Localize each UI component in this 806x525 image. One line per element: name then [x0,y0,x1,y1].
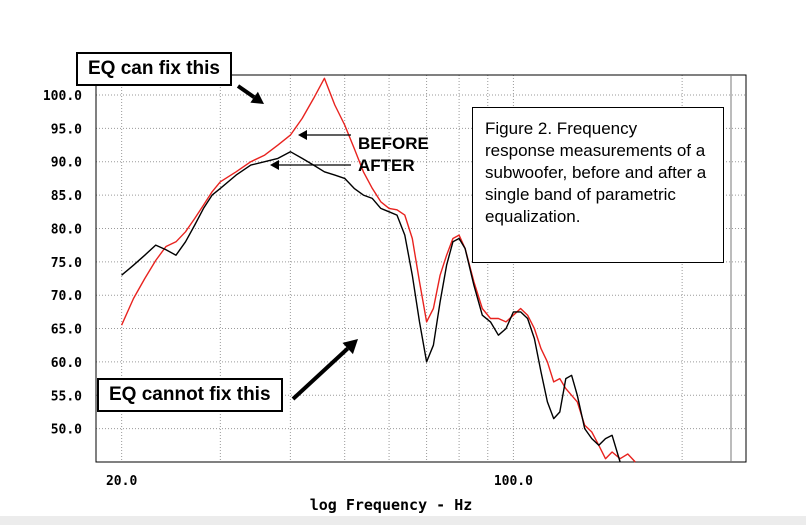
eq-can-fix-callout: EQ can fix this [76,52,232,86]
axes [95,74,747,463]
before-arrow [298,130,351,140]
series-lines [120,77,636,463]
eq-can-fix-arrow [236,84,264,104]
series-line-after [121,150,621,463]
series-line-before [120,77,636,463]
figure-caption: Figure 2. Frequency response measurement… [472,107,724,263]
y-tick-label: 50.0 [51,423,82,438]
y-tick-label: 100.0 [43,89,82,104]
after-legend-label: AFTER [358,156,415,175]
x-tick-label: 100.0 [494,474,533,489]
eq-cannot-fix-callout: EQ cannot fix this [97,378,283,412]
y-tick-label: 80.0 [51,222,82,237]
y-tick-label: 65.0 [51,323,82,338]
y-tick-labels: 50.0 55.0 60.0 65.0 70.0 75.0 80.0 85.0 90.0 95.0… [43,89,82,438]
plot-frame [95,74,747,463]
y-tick-label: 75.0 [51,256,82,271]
after-arrow [270,160,351,170]
y-tick-label: 60.0 [51,356,82,371]
y-tick-label: 95.0 [51,122,82,137]
y-tick-label: 85.0 [51,189,82,204]
before-legend-label: BEFORE [358,134,429,153]
eq-cannot-fix-arrow [291,339,358,401]
bottom-strip [0,516,806,525]
x-axis-label: log Frequency - Hz [310,496,473,514]
annotation-arrows [236,84,358,401]
x-tick-labels: 20.0 100.0 [106,474,533,489]
y-tick-label: 70.0 [51,289,82,304]
y-tick-label: 90.0 [51,156,82,171]
x-tick-label: 20.0 [106,474,137,489]
y-tick-label: 55.0 [51,389,82,404]
